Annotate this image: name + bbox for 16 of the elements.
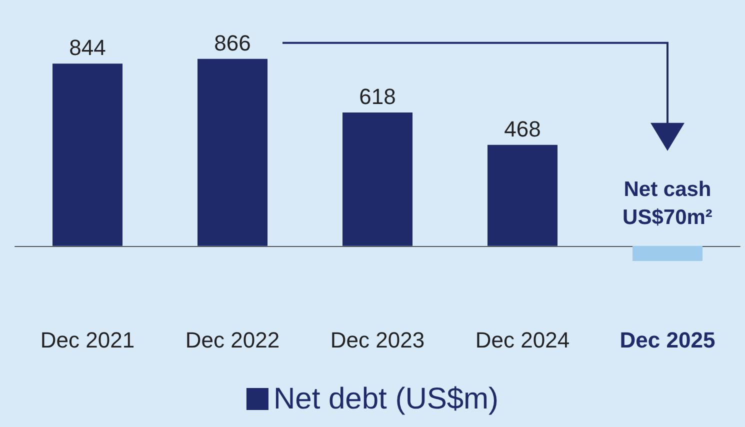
x-tick-label: Dec 2023 xyxy=(330,328,425,352)
bar xyxy=(488,144,558,246)
data-label: 866 xyxy=(214,30,251,56)
data-label: 618 xyxy=(359,84,396,109)
x-tick-label: Dec 2021 xyxy=(40,328,135,352)
annotation: Net cash US$70m² xyxy=(622,178,712,229)
x-tick-label: Dec 2024 xyxy=(475,328,570,352)
bar xyxy=(632,246,702,261)
x-tick-label: Dec 2025 xyxy=(620,328,716,352)
bar xyxy=(342,112,412,246)
bar xyxy=(198,58,268,246)
bar xyxy=(52,64,122,246)
data-label: 844 xyxy=(69,35,106,60)
x-tick-label: Dec 2022 xyxy=(185,328,280,352)
legend-label: Net debt (US$m) xyxy=(273,382,499,416)
data-label: 468 xyxy=(504,116,541,142)
